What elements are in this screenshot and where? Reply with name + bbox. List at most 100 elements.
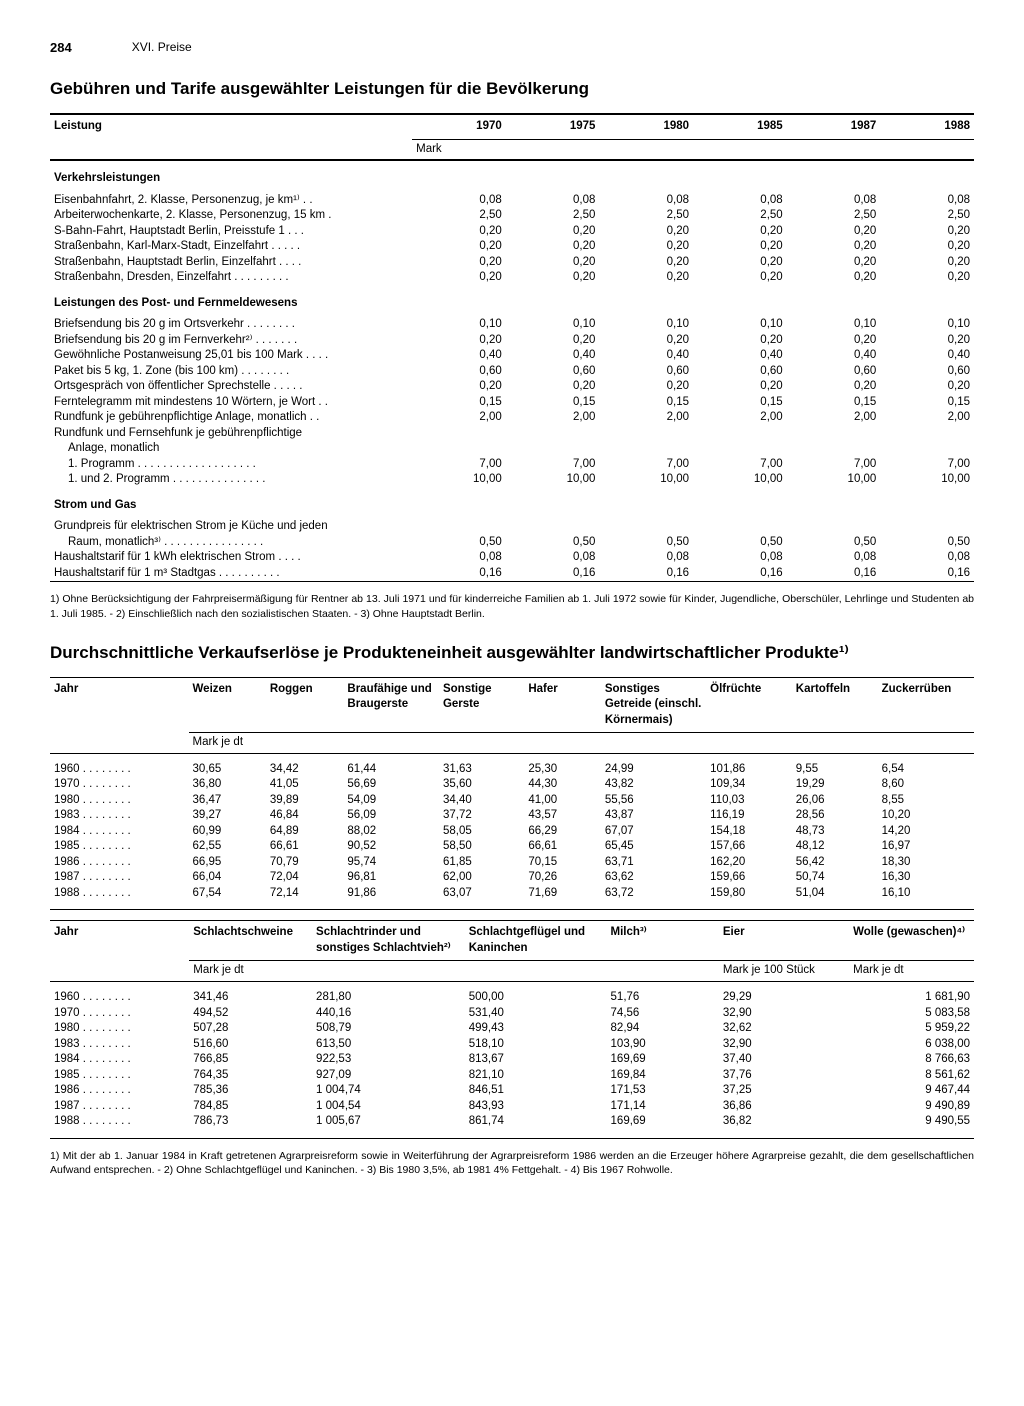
t2b-cell: 499,43 [465, 1021, 607, 1037]
t2a-cell: 56,09 [343, 808, 439, 824]
t2a-year: 1986 . . . . . . . . [50, 855, 189, 871]
t1-cell: 2,50 [599, 208, 693, 224]
t1-cell [599, 426, 693, 442]
t1-cell [412, 426, 506, 442]
t2a-cell: 95,74 [343, 855, 439, 871]
t2b-cell: 171,53 [607, 1083, 719, 1099]
t2b-cell: 37,25 [719, 1083, 849, 1099]
t1-cell: 7,00 [787, 457, 881, 473]
t1-row-label: Rundfunk und Fernsehfunk je gebührenpfli… [50, 426, 412, 442]
t2b-cell: 846,51 [465, 1083, 607, 1099]
t1-cell: 0,20 [506, 224, 600, 240]
t1-cell: 0,15 [693, 395, 787, 411]
t2b-year: 1986 . . . . . . . . [50, 1083, 189, 1099]
t2b-cell: 32,90 [719, 1006, 849, 1022]
t1-row-label: Grundpreis für elektrischen Strom je Küc… [50, 519, 412, 535]
t2a-year: 1987 . . . . . . . . [50, 870, 189, 886]
t1-cell: 0,20 [599, 270, 693, 286]
t2a-cell: 43,57 [524, 808, 600, 824]
t2b-year: 1960 . . . . . . . . [50, 990, 189, 1006]
t2a-cell: 70,15 [524, 855, 600, 871]
t2b-cell: 32,90 [719, 1037, 849, 1053]
t1-row-label: Gewöhnliche Postanweisung 25,01 bis 100 … [50, 348, 412, 364]
t1-cell [693, 426, 787, 442]
t2b-cell: 516,60 [189, 1037, 312, 1053]
t1-cell: 0,08 [599, 193, 693, 209]
t2a-cell: 54,09 [343, 793, 439, 809]
t1-cell: 10,00 [693, 472, 787, 488]
t2b-cell: 766,85 [189, 1052, 312, 1068]
t2b-cell: 51,76 [607, 990, 719, 1006]
t2b-cell: 1 004,74 [312, 1083, 465, 1099]
t1-cell: 0,20 [787, 224, 881, 240]
t1-row-label: Arbeiterwochenkarte, 2. Klasse, Personen… [50, 208, 412, 224]
t1-cell [880, 519, 974, 535]
t1-section-heading: Strom und Gas [50, 488, 974, 520]
t1-cell: 0,10 [693, 317, 787, 333]
t2b-year: 1983 . . . . . . . . [50, 1037, 189, 1053]
t1-cell: 7,00 [506, 457, 600, 473]
t1-cell: 0,08 [787, 193, 881, 209]
t1-cell: 0,16 [599, 566, 693, 582]
chapter-label: XVI. Preise [132, 40, 192, 55]
t1-cell: 10,00 [787, 472, 881, 488]
t1-row-label: Eisenbahnfahrt, 2. Klasse, Personenzug, … [50, 193, 412, 209]
t1-cell: 0,40 [787, 348, 881, 364]
t2a-cell: 46,84 [266, 808, 344, 824]
t1-row-label: Briefsendung bis 20 g im Ortsverkehr . .… [50, 317, 412, 333]
t2a-cell: 36,47 [189, 793, 266, 809]
t2a-cell: 62,00 [439, 870, 524, 886]
t1-cell: 0,20 [693, 379, 787, 395]
t2b-cell: 861,74 [465, 1114, 607, 1130]
table1-footnote: 1) Ohne Berücksichtigung der Fahrpreiser… [50, 592, 974, 620]
t2a-cell: 70,79 [266, 855, 344, 871]
t1-cell: 0,50 [506, 535, 600, 551]
t2b-cell: 500,00 [465, 990, 607, 1006]
t1-row-label: Straßenbahn, Dresden, Einzelfahrt . . . … [50, 270, 412, 286]
t2a-cell: 88,02 [343, 824, 439, 840]
t2a-cell: 101,86 [706, 762, 792, 778]
t1-cell: 10,00 [506, 472, 600, 488]
t1-cell: 0,60 [693, 364, 787, 380]
t2a-cell: 55,56 [601, 793, 706, 809]
t1-cell: 0,60 [787, 364, 881, 380]
t2a-cell: 63,07 [439, 886, 524, 902]
t2a-cell: 63,62 [601, 870, 706, 886]
t1-cell: 0,20 [787, 333, 881, 349]
t2a-cell: 159,66 [706, 870, 792, 886]
t1-cell: 0,60 [880, 364, 974, 380]
t1-cell: 0,08 [693, 550, 787, 566]
t1-cell: 7,00 [412, 457, 506, 473]
t1-cell: 0,40 [506, 348, 600, 364]
t1-cell: 0,50 [599, 535, 693, 551]
t2b-cell: 843,93 [465, 1099, 607, 1115]
t1-cell: 0,20 [506, 379, 600, 395]
t1-cell: 0,10 [412, 317, 506, 333]
t1-cell: 0,40 [880, 348, 974, 364]
t1-cell: 7,00 [693, 457, 787, 473]
t2b-cell: 6 038,00 [849, 1037, 974, 1053]
t1-cell: 0,16 [506, 566, 600, 582]
t1-cell [787, 426, 881, 442]
t1-cell: 0,16 [880, 566, 974, 582]
t1-cell: 7,00 [599, 457, 693, 473]
t2b-cell: 927,09 [312, 1068, 465, 1084]
t1-row-label: S-Bahn-Fahrt, Hauptstadt Berlin, Preisst… [50, 224, 412, 240]
t1-cell: 2,50 [787, 208, 881, 224]
t1-cell: 0,20 [880, 239, 974, 255]
t1-cell: 10,00 [880, 472, 974, 488]
t1-cell: 0,16 [693, 566, 787, 582]
t1-cell: 2,50 [693, 208, 787, 224]
t2a-year: 1984 . . . . . . . . [50, 824, 189, 840]
t2a-cell: 154,18 [706, 824, 792, 840]
t1-cell: 0,20 [693, 270, 787, 286]
t1-cell: 0,20 [880, 333, 974, 349]
t2b-year: 1985 . . . . . . . . [50, 1068, 189, 1084]
t2a-cell: 109,34 [706, 777, 792, 793]
t2a-cell: 66,61 [266, 839, 344, 855]
t1-cell: 0,08 [693, 193, 787, 209]
t2a-cell: 30,65 [189, 762, 266, 778]
table2a: Jahr Weizen Roggen Braufähige und Brauge… [50, 677, 974, 911]
t1-cell [693, 519, 787, 535]
t2a-cell: 41,00 [524, 793, 600, 809]
